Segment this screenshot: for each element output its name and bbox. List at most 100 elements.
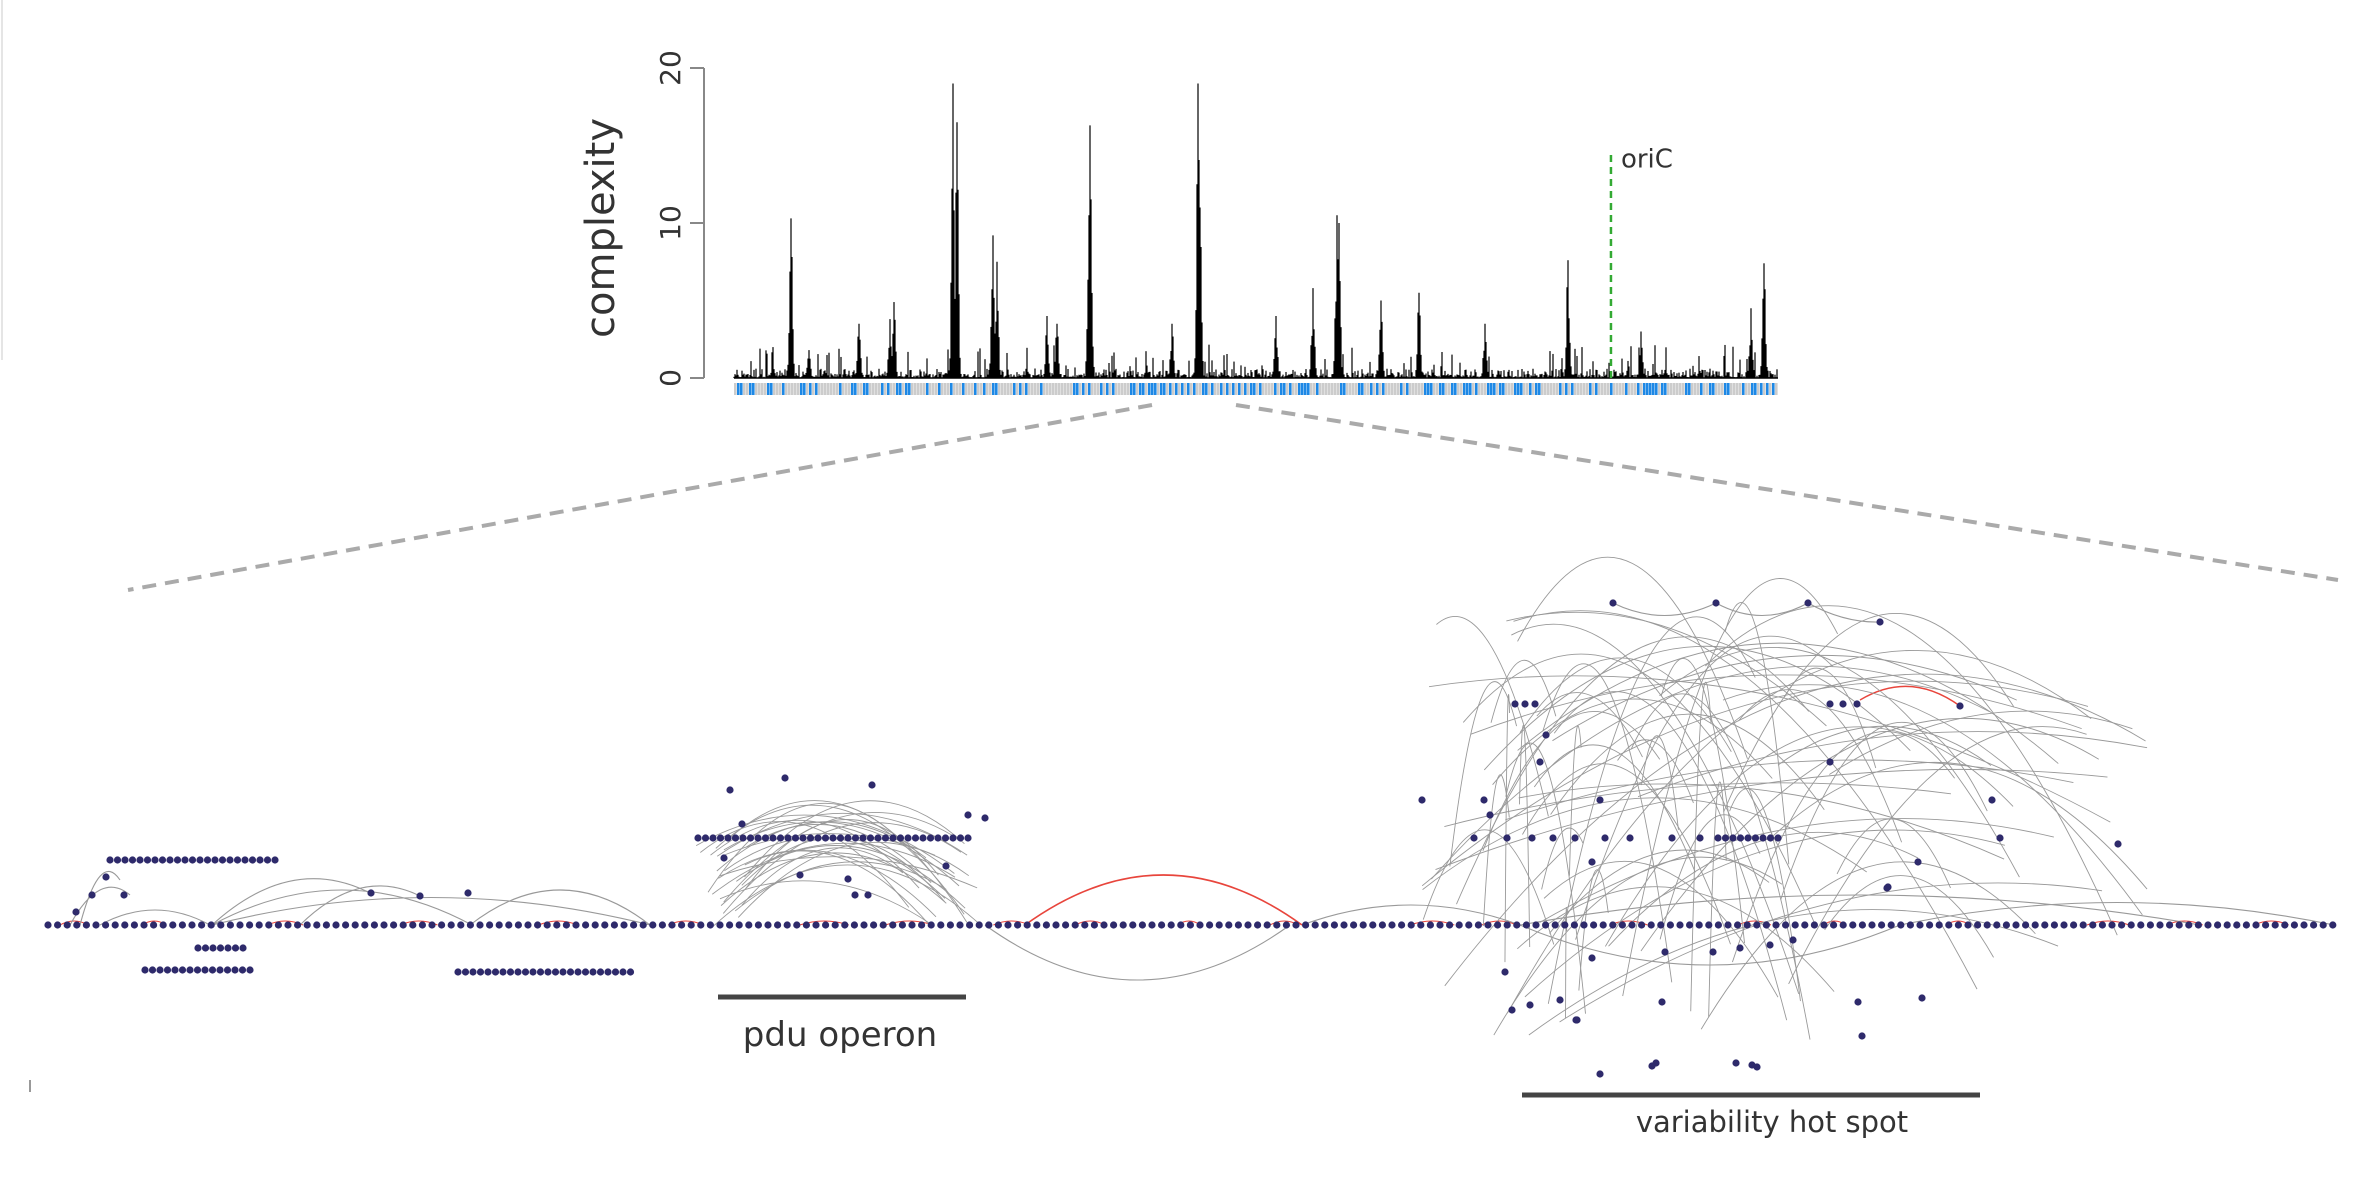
network-node xyxy=(181,856,189,864)
network-node xyxy=(1033,921,1041,929)
gene-track-segment xyxy=(1163,383,1166,395)
network-node xyxy=(2089,921,2097,929)
gene-track-segment xyxy=(1292,383,1295,395)
gene-track-segment xyxy=(1100,383,1103,395)
gene-track-segment xyxy=(1070,383,1073,395)
network-node xyxy=(1167,921,1175,929)
gene-track-segment xyxy=(1715,383,1718,395)
gene-track-segment xyxy=(1112,383,1115,395)
network-node xyxy=(1532,921,1540,929)
network-node xyxy=(889,834,897,842)
gene-track-segment xyxy=(1592,383,1595,395)
network-node xyxy=(505,921,513,929)
gene-track-segment xyxy=(1214,383,1217,395)
gene-track-segment xyxy=(1541,383,1544,395)
network-node xyxy=(821,834,830,842)
gene-track-segment xyxy=(755,383,758,395)
network-node xyxy=(791,834,800,842)
gene-track-segment xyxy=(1553,383,1556,395)
gene-track-segment xyxy=(863,383,866,395)
gene-track-segment xyxy=(1343,383,1346,395)
network-edge xyxy=(1704,605,2118,936)
network-node xyxy=(1956,702,1964,710)
network-node xyxy=(1759,834,1767,842)
network-node xyxy=(735,921,743,929)
gene-track-segment xyxy=(1709,383,1712,395)
network-node xyxy=(1712,599,1720,607)
gene-track-segment xyxy=(1454,383,1457,395)
network-node xyxy=(850,921,859,929)
y-tick-label-0: 0 xyxy=(654,369,687,387)
gene-track-segment xyxy=(1661,383,1664,395)
network-node xyxy=(724,834,732,842)
network-node xyxy=(1858,1032,1866,1040)
network-node xyxy=(226,856,234,864)
network-edge xyxy=(1517,642,2059,764)
gene-track-segment xyxy=(1508,383,1511,395)
gene-track-segment xyxy=(1124,383,1127,395)
network-node xyxy=(639,921,647,929)
network-node xyxy=(1158,921,1166,929)
gene-track-segment xyxy=(1190,383,1193,395)
network-node xyxy=(859,834,867,842)
gene-track-segment xyxy=(968,383,971,395)
network-node xyxy=(1736,944,1744,952)
network-node xyxy=(1945,921,1953,929)
network-node xyxy=(1983,921,1991,929)
network-node xyxy=(203,856,212,864)
gene-track-segment xyxy=(1220,383,1223,395)
y-tick-label-20: 20 xyxy=(654,50,687,86)
gene-track-segment xyxy=(1406,383,1409,395)
network-edge xyxy=(1550,713,1825,815)
gene-track-segment xyxy=(1310,383,1313,395)
gene-track-segment xyxy=(1340,383,1343,395)
gene-track-segment xyxy=(1487,383,1490,395)
network-node xyxy=(836,834,845,842)
network-node xyxy=(1571,834,1579,842)
gene-track-segment xyxy=(965,383,968,395)
network-node xyxy=(1263,921,1271,929)
gene-track-segment xyxy=(1382,383,1385,395)
gene-track-segment xyxy=(1421,383,1424,395)
network-edge xyxy=(1807,602,1881,623)
network-node xyxy=(140,921,148,929)
gene-track-segment xyxy=(1322,383,1325,395)
gene-track-segment xyxy=(1376,383,1379,395)
network-node xyxy=(2114,840,2122,848)
network-node xyxy=(486,921,494,929)
gene-track-segment xyxy=(845,383,848,395)
network-node xyxy=(611,968,620,976)
gene-track-segment xyxy=(1097,383,1100,395)
gene-track-segment xyxy=(935,383,938,395)
network-edge xyxy=(1517,886,1835,992)
network-node xyxy=(136,856,144,864)
gene-track-segment xyxy=(797,383,800,395)
gene-track-segment xyxy=(1151,383,1154,395)
gene-track-segment xyxy=(1448,383,1451,395)
gene-track-segment xyxy=(941,383,944,395)
gene-track-segment xyxy=(1496,383,1499,395)
gene-track-segment xyxy=(818,383,821,395)
network-node xyxy=(499,968,507,976)
network-node xyxy=(536,968,545,976)
network-node xyxy=(745,921,753,929)
network-node xyxy=(1052,921,1060,929)
gene-track-segment xyxy=(743,383,746,395)
gene-track-segment xyxy=(1484,383,1487,395)
network-edge xyxy=(1859,685,1961,707)
network-node xyxy=(2137,921,2145,929)
network-node xyxy=(1926,921,1934,929)
gene-track-segment xyxy=(1058,383,1061,395)
network-node xyxy=(582,921,590,929)
network-node xyxy=(716,834,725,842)
network-node xyxy=(284,921,292,929)
network-node xyxy=(322,921,330,929)
network-node xyxy=(1446,921,1454,929)
network-node xyxy=(1599,921,1607,929)
gene-track-segment xyxy=(1517,383,1520,395)
network-node xyxy=(774,921,782,929)
network-node xyxy=(591,921,599,929)
network-node xyxy=(1766,941,1774,949)
gene-track-segment xyxy=(1130,383,1133,395)
gene-track-segment xyxy=(1007,383,1010,395)
